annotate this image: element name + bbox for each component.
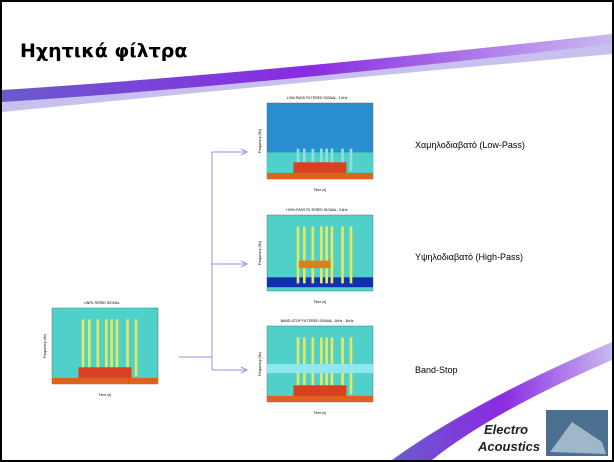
filter-label: Υψηλοδιαβατό (High-Pass) — [415, 252, 523, 262]
arrows — [179, 149, 247, 373]
spectrogram: LOW-PASS FILTERED SIGNAL, 1 kHz Time (s) F… — [258, 96, 373, 192]
low-energy — [267, 173, 373, 179]
spectrogram-title: BAND-STOP FILTERED SIGNAL, 1kHz - 3kHz — [281, 319, 354, 323]
spectrogram-title: HIGH-PASS FILTERED SIGNAL, 3 kHz — [286, 208, 348, 212]
low-energy — [267, 396, 373, 402]
x-axis-label: Time (s) — [99, 393, 112, 397]
filter-label: Χαμηλοδιαβατό (Low-Pass) — [415, 140, 525, 150]
streak — [341, 226, 344, 283]
streak — [325, 226, 328, 283]
mid-energy — [299, 261, 331, 269]
y-axis-label: Frequency (Hz) — [258, 352, 262, 376]
streak — [320, 226, 323, 283]
streak — [350, 226, 353, 283]
streak — [350, 149, 353, 172]
low-energy — [79, 367, 132, 378]
low-energy — [294, 162, 347, 173]
streak — [135, 319, 138, 376]
plot-band — [267, 364, 373, 373]
x-axis-label: Time (s) — [314, 188, 327, 192]
spectrogram: HIGH-PASS FILTERED SIGNAL, 3 kHz Time (s)… — [258, 208, 373, 304]
slide-canvas: Ηχητικά φίλτρα Χαμηλοδιαβατό (Low-Pass) … — [2, 2, 612, 460]
streak — [303, 226, 306, 283]
low-energy — [294, 385, 347, 396]
y-axis-label: Frequency (Hz) — [43, 334, 47, 358]
streak — [312, 226, 315, 283]
logo-text: Electro — [484, 422, 528, 437]
y-axis-label: Frequency (Hz) — [258, 241, 262, 265]
x-axis-label: Time (s) — [314, 300, 327, 304]
x-axis-label: Time (s) — [314, 411, 327, 415]
streak — [331, 226, 334, 283]
y-axis-label: Frequency (Hz) — [258, 129, 262, 153]
spectrogram: UNFILTERED SIGNAL Time (s) Frequency (Hz) — [43, 301, 158, 397]
low-energy — [52, 378, 158, 384]
streak — [297, 226, 300, 283]
spectrogram: BAND-STOP FILTERED SIGNAL, 1kHz - 3kHz Ti… — [258, 319, 373, 415]
spectrogram-title: UNFILTERED SIGNAL — [84, 301, 120, 305]
logo-text: Acoustics — [477, 439, 540, 454]
slide: Ηχητικά φίλτρα Χαμηλοδιαβατό (Low-Pass) … — [0, 0, 614, 462]
filter-label: Band-Stop — [415, 365, 458, 375]
slide-title: Ηχητικά φίλτρα — [20, 40, 187, 62]
spectrogram-title: LOW-PASS FILTERED SIGNAL, 1 kHz — [287, 96, 348, 100]
